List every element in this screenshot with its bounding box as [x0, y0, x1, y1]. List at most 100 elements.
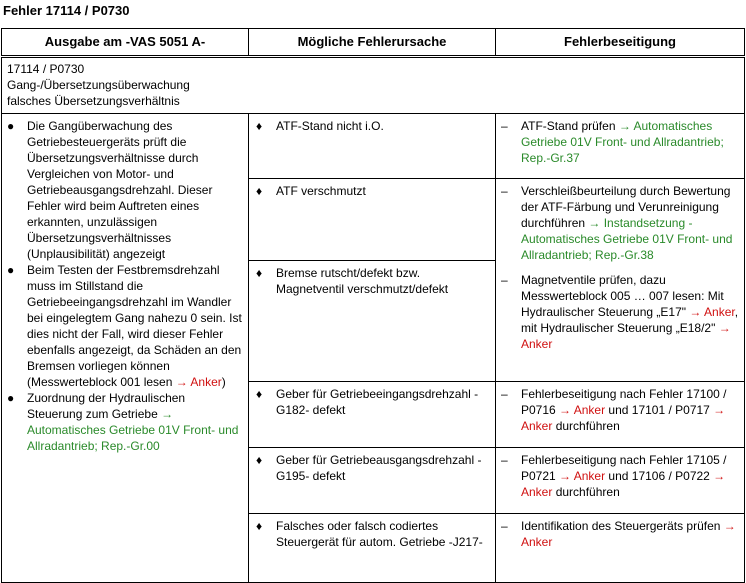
page-title: Fehler 17114 / P0730	[3, 3, 130, 18]
anker-link[interactable]: → Anker	[521, 519, 736, 549]
fault-code: 17114 / P0730	[7, 62, 85, 76]
fix-cell: – Identifikation des Steuergeräts prüfen …	[495, 513, 745, 583]
text-segment: , mit Hydraulischer Steuerung „E18/2"	[521, 305, 739, 335]
anker-link[interactable]: → Anker	[559, 469, 606, 483]
summary-row: 17114 / P0730 Gang-/Übersetzungsüberwach…	[1, 56, 745, 114]
bullet-marker: ●	[7, 119, 15, 133]
bullet-marker: –	[501, 119, 508, 133]
bullet-marker: ●	[7, 263, 15, 277]
anker-link[interactable]: → Anker	[175, 375, 222, 389]
text-segment: Verschleißbeurteilung durch Bewertung de…	[521, 184, 731, 230]
text-segment: Die Gangüberwachung des Getriebesteuerge…	[27, 119, 213, 261]
list-item: – Magnetventile prüfen, dazu Messwerteblo…	[501, 272, 739, 352]
bullet-marker: ♦	[256, 119, 263, 133]
cause-cell: ♦ Falsches oder falsch codiertes Steuerge…	[248, 513, 496, 583]
item-text: Geber für Getriebeeingangsdrehzahl -G182…	[276, 386, 490, 418]
bullet-marker: ♦	[256, 387, 263, 401]
list-item: ♦ ATF verschmutzt	[254, 183, 490, 199]
list-item: ♦ ATF-Stand nicht i.O.	[254, 118, 490, 134]
anker-link[interactable]: → Anker	[559, 403, 606, 417]
list-item: ♦ Geber für Getriebeausgangsdrehzahl -G19…	[254, 452, 490, 484]
bullet-marker: –	[501, 387, 508, 401]
cause-cell: ♦ Geber für Getriebeausgangsdrehzahl -G19…	[248, 447, 496, 514]
text-segment: Bremse rutscht/defekt bzw. Magnetventil …	[276, 266, 449, 296]
item-text: Geber für Getriebeausgangsdrehzahl -G195…	[276, 452, 490, 484]
list-item: ♦ Geber für Getriebeeingangsdrehzahl -G18…	[254, 386, 490, 418]
item-text: ATF verschmutzt	[276, 183, 366, 199]
output-cell: ● Die Gangüberwachung des Getriebesteuerg…	[1, 113, 249, 583]
fault-description: falsches Übersetzungsverhältnis	[7, 94, 180, 108]
anker-link[interactable]: → Anker	[521, 403, 726, 433]
list-item: – Fehlerbeseitigung nach Fehler 17100 / P…	[501, 386, 739, 434]
list-item: – Verschleißbeurteilung durch Bewertung d…	[501, 183, 739, 263]
text-segment: durchführen	[552, 419, 620, 433]
item-text: Fehlerbeseitigung nach Fehler 17100 / P0…	[521, 386, 739, 434]
bullet-marker: ♦	[256, 266, 263, 280]
text-segment: ATF verschmutzt	[276, 184, 366, 198]
cause-cell: ♦ Geber für Getriebeeingangsdrehzahl -G18…	[248, 381, 496, 448]
header-output: Ausgabe am -VAS 5051 A-	[1, 28, 249, 58]
fix-cell: – Fehlerbeseitigung nach Fehler 17105 / P…	[495, 447, 745, 514]
summary-cell: 17114 / P0730 Gang-/Übersetzungsüberwach…	[1, 56, 745, 114]
text-segment: )	[221, 375, 226, 389]
fault-table: Ausgabe am -VAS 5051 A- Mögliche Fehleru…	[1, 28, 745, 583]
item-text: Zuordnung der Hydraulischen Steuerung zu…	[27, 390, 243, 454]
text-segment: Fehlerbeseitigung nach Fehler 17105 / P0…	[521, 453, 727, 483]
fix-cell: – Fehlerbeseitigung nach Fehler 17100 / P…	[495, 381, 745, 448]
text-segment: Identifikation des Steuergeräts prüfen	[521, 519, 724, 533]
bullet-marker: ♦	[256, 453, 263, 467]
list-item: ● Zuordnung der Hydraulischen Steuerung z…	[7, 390, 243, 454]
anker-link[interactable]: → Instandsetzung - Automatisches Getrieb…	[521, 216, 733, 262]
list-item: ● Beim Testen der Festbremsdrehzahl muss …	[7, 262, 243, 390]
item-text: Die Gangüberwachung des Getriebesteuerge…	[27, 118, 243, 262]
bullet-marker: –	[501, 519, 508, 533]
list-item: ♦ Falsches oder falsch codiertes Steuerge…	[254, 518, 490, 550]
text-segment: und 17106 / P0722	[605, 469, 714, 483]
fix-cell: – Verschleißbeurteilung durch Bewertung d…	[495, 178, 745, 382]
item-text: Verschleißbeurteilung durch Bewertung de…	[521, 183, 739, 263]
cause-cell: ♦ ATF-Stand nicht i.O.	[248, 113, 496, 179]
item-text: ATF-Stand nicht i.O.	[276, 118, 384, 134]
item-text: ATF-Stand prüfen → Automatisches Getrieb…	[521, 118, 739, 166]
text-segment: Geber für Getriebeausgangsdrehzahl -G195…	[276, 453, 482, 483]
text-segment: Beim Testen der Festbremsdrehzahl muss i…	[27, 263, 242, 389]
item-text: Magnetventile prüfen, dazu Messwertebloc…	[521, 272, 739, 352]
item-text: Beim Testen der Festbremsdrehzahl muss i…	[27, 262, 243, 390]
list-item: ● Die Gangüberwachung des Getriebesteuerg…	[7, 118, 243, 262]
item-text: Bremse rutscht/defekt bzw. Magnetventil …	[276, 265, 490, 297]
cause-cell: ♦ ATF verschmutzt	[248, 178, 496, 261]
text-segment: Fehlerbeseitigung nach Fehler 17100 / P0…	[521, 387, 727, 417]
text-segment: Zuordnung der Hydraulischen Steuerung zu…	[27, 391, 186, 421]
anker-link[interactable]: → Anker	[689, 305, 735, 319]
text-segment: und 17101 / P0717	[605, 403, 714, 417]
header-fix: Fehlerbeseitigung	[495, 28, 745, 58]
text-segment: ATF-Stand prüfen	[521, 119, 619, 133]
fault-name: Gang-/Übersetzungsüberwachung	[7, 78, 190, 92]
bullet-marker: –	[501, 453, 508, 467]
cause-cell: ♦ Bremse rutscht/defekt bzw. Magnetventil…	[248, 260, 496, 382]
fix-cell: – ATF-Stand prüfen → Automatisches Getrie…	[495, 113, 745, 179]
item-text: Falsches oder falsch codiertes Steuerger…	[276, 518, 490, 550]
list-item: – ATF-Stand prüfen → Automatisches Getrie…	[501, 118, 739, 166]
header-cause: Mögliche Fehlerursache	[248, 28, 496, 58]
list-item: – Fehlerbeseitigung nach Fehler 17105 / P…	[501, 452, 739, 500]
bullet-marker: –	[501, 184, 508, 198]
bullet-marker: –	[501, 273, 508, 287]
text-segment: Falsches oder falsch codiertes Steuerger…	[276, 519, 483, 549]
text-segment: ATF-Stand nicht i.O.	[276, 119, 384, 133]
text-segment: Magnetventile prüfen, dazu Messwertebloc…	[521, 273, 724, 319]
text-segment: durchführen	[552, 485, 620, 499]
bullet-marker: ●	[7, 391, 15, 405]
item-text: Fehlerbeseitigung nach Fehler 17105 / P0…	[521, 452, 739, 500]
anker-link[interactable]: → Automatisches Getriebe 01V Front- und …	[521, 119, 724, 165]
bullet-marker: ♦	[256, 184, 263, 198]
list-item: – Identifikation des Steuergeräts prüfen …	[501, 518, 739, 550]
text-segment: Geber für Getriebeeingangsdrehzahl -G182…	[276, 387, 479, 417]
header-row: Ausgabe am -VAS 5051 A- Mögliche Fehleru…	[1, 28, 745, 58]
anker-link[interactable]: → Anker	[521, 321, 731, 351]
list-item: ♦ Bremse rutscht/defekt bzw. Magnetventil…	[254, 265, 490, 297]
bullet-marker: ♦	[256, 519, 263, 533]
item-text: Identifikation des Steuergeräts prüfen →…	[521, 518, 739, 550]
anker-link[interactable]: → Automatisches Getriebe 01V Front- und …	[27, 407, 239, 453]
anker-link[interactable]: → Anker	[521, 469, 726, 499]
